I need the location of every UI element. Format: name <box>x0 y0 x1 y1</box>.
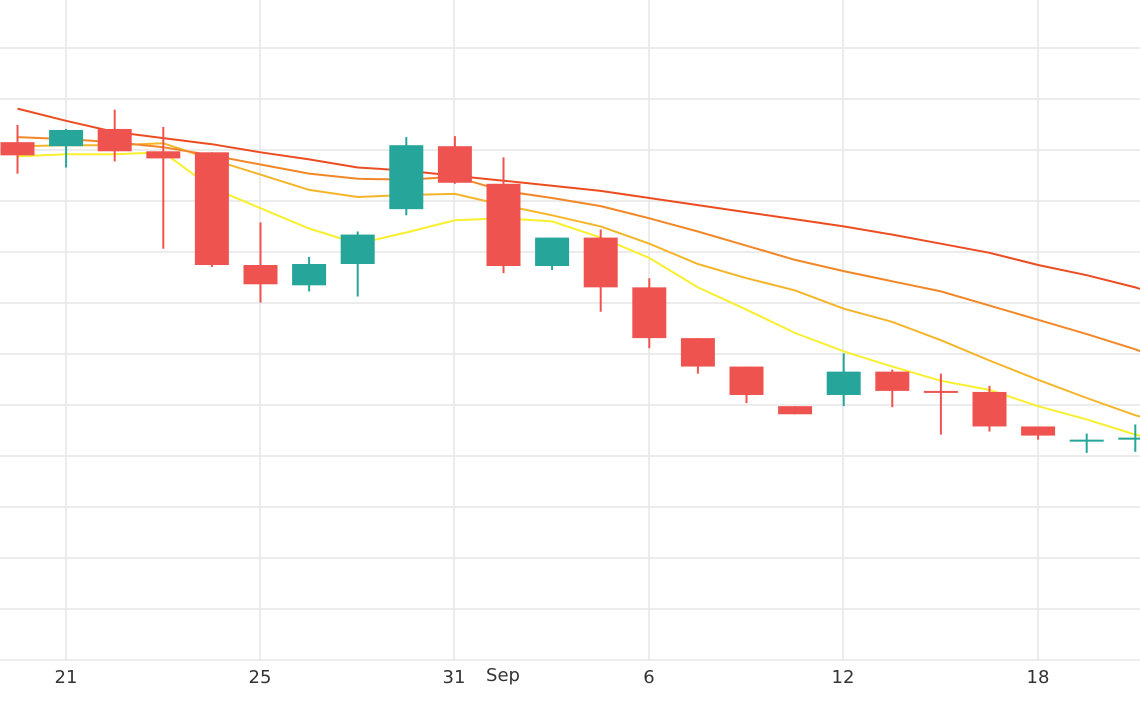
candle <box>146 126 181 249</box>
candle-body <box>1118 437 1140 440</box>
moving-average-line-2 <box>17 142 1140 418</box>
candle-body <box>486 183 521 267</box>
candle <box>680 338 715 374</box>
candle-body <box>535 237 570 267</box>
x-tick-label: 6 <box>643 667 654 688</box>
candle <box>826 353 861 407</box>
candle-body <box>194 152 229 266</box>
candle <box>97 109 132 162</box>
candle-body <box>1069 439 1104 442</box>
candle <box>778 406 813 415</box>
candle <box>389 137 424 216</box>
candle <box>292 256 327 292</box>
moving-average-line-4 <box>17 107 1140 290</box>
candle <box>49 128 84 168</box>
candle-body <box>97 128 132 152</box>
candle <box>194 152 229 268</box>
candle-body <box>437 146 472 183</box>
candle-body <box>146 151 181 159</box>
candle <box>1118 424 1140 452</box>
candle-body <box>292 264 327 286</box>
candle-body <box>0 142 35 156</box>
candle <box>1069 433 1104 453</box>
x-axis: 21 25 31 Sep 6 12 18 <box>55 665 1050 688</box>
candle-body <box>340 234 375 264</box>
candle <box>1021 426 1056 440</box>
candle <box>875 369 910 408</box>
candle <box>243 222 278 303</box>
candle-body <box>1021 426 1056 436</box>
candle <box>923 373 958 435</box>
moving-average-lines <box>17 107 1140 437</box>
x-tick-label: 31 <box>443 667 466 688</box>
x-tick-label: 12 <box>832 667 855 688</box>
candle-body <box>972 391 1007 427</box>
x-tick-label: 25 <box>249 667 272 688</box>
candle <box>729 366 764 404</box>
candle-body <box>778 406 813 415</box>
candle <box>583 229 618 312</box>
candle-body <box>729 366 764 395</box>
x-tick-label: 21 <box>55 667 78 688</box>
candles <box>0 109 1140 453</box>
candle-body <box>583 237 618 288</box>
candle <box>437 136 472 184</box>
candle <box>632 278 667 349</box>
candle-body <box>923 390 958 393</box>
x-tick-label: Sep <box>486 665 520 686</box>
candle-body <box>826 371 861 395</box>
candle <box>535 237 570 271</box>
candle <box>340 231 375 297</box>
candle-body <box>389 145 424 210</box>
candle-body <box>243 265 278 285</box>
grid <box>0 0 1140 661</box>
x-tick-label: 18 <box>1027 667 1050 688</box>
candle <box>0 124 35 174</box>
candle <box>972 385 1007 432</box>
candle-body <box>680 338 715 367</box>
candle-body <box>632 287 667 339</box>
candle <box>486 157 521 274</box>
candle-body <box>49 129 84 147</box>
candle-body <box>875 371 910 391</box>
